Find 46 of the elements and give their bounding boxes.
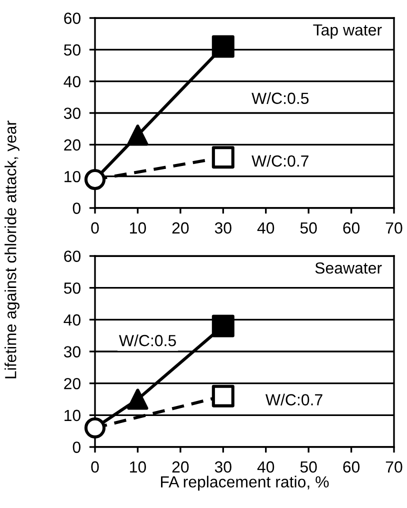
x-axis-title: FA replacement ratio, %: [161, 476, 329, 491]
point: [212, 146, 234, 169]
y-tick-label: 0: [72, 442, 80, 453]
annotation: W/C:0.5: [118, 334, 176, 346]
annotation: W/C:0.7: [266, 394, 322, 406]
x-tick-label: 0: [91, 222, 99, 234]
y-tick-label: 40: [64, 314, 80, 326]
x-tick-label: 50: [300, 222, 317, 234]
x-tick-label: 10: [130, 222, 146, 234]
annotation: Seawater: [315, 262, 382, 274]
y-tick-label: 40: [64, 76, 80, 88]
x-tick-label: 70: [386, 222, 402, 234]
point: [84, 417, 106, 438]
annotation: W/C:0.5: [252, 92, 309, 104]
x-tick-label: 40: [257, 461, 274, 473]
x-tick-label: 30: [214, 461, 232, 473]
x-tick-label: 10: [130, 461, 146, 473]
y-tick-label: 30: [64, 346, 80, 358]
y-axis-title: Lifetime against chloride attack, year: [4, 120, 20, 378]
point: [212, 314, 234, 338]
y-tick-label: 50: [64, 282, 80, 294]
x-tick-label: 40: [257, 222, 274, 234]
y-tick-label: 10: [64, 410, 80, 422]
x-tick-label: 70: [386, 461, 402, 473]
x-tick-label: 0: [91, 461, 99, 473]
y-tick-label: 60: [64, 12, 80, 24]
y-tick-label: 10: [64, 170, 80, 182]
point: [84, 168, 106, 190]
y-tick-label: 30: [64, 108, 80, 119]
point: [212, 35, 234, 58]
x-tick-label: 60: [343, 461, 360, 473]
x-tick-label: 30: [214, 222, 232, 234]
x-tick-label: 50: [300, 461, 317, 473]
y-tick-label: 0: [72, 202, 80, 214]
y-tick-label: 60: [64, 250, 80, 262]
annotation: Tap water: [313, 24, 382, 39]
x-tick-label: 20: [172, 222, 189, 234]
x-tick-label: 60: [343, 222, 360, 234]
y-tick-label: 50: [64, 44, 80, 56]
point: [127, 388, 148, 410]
point: [212, 384, 234, 408]
y-tick-label: 20: [64, 139, 80, 151]
x-tick-label: 20: [172, 461, 189, 473]
point: [127, 124, 148, 146]
y-tick-label: 20: [64, 378, 80, 390]
annotation: W/C:0.7: [252, 154, 308, 167]
